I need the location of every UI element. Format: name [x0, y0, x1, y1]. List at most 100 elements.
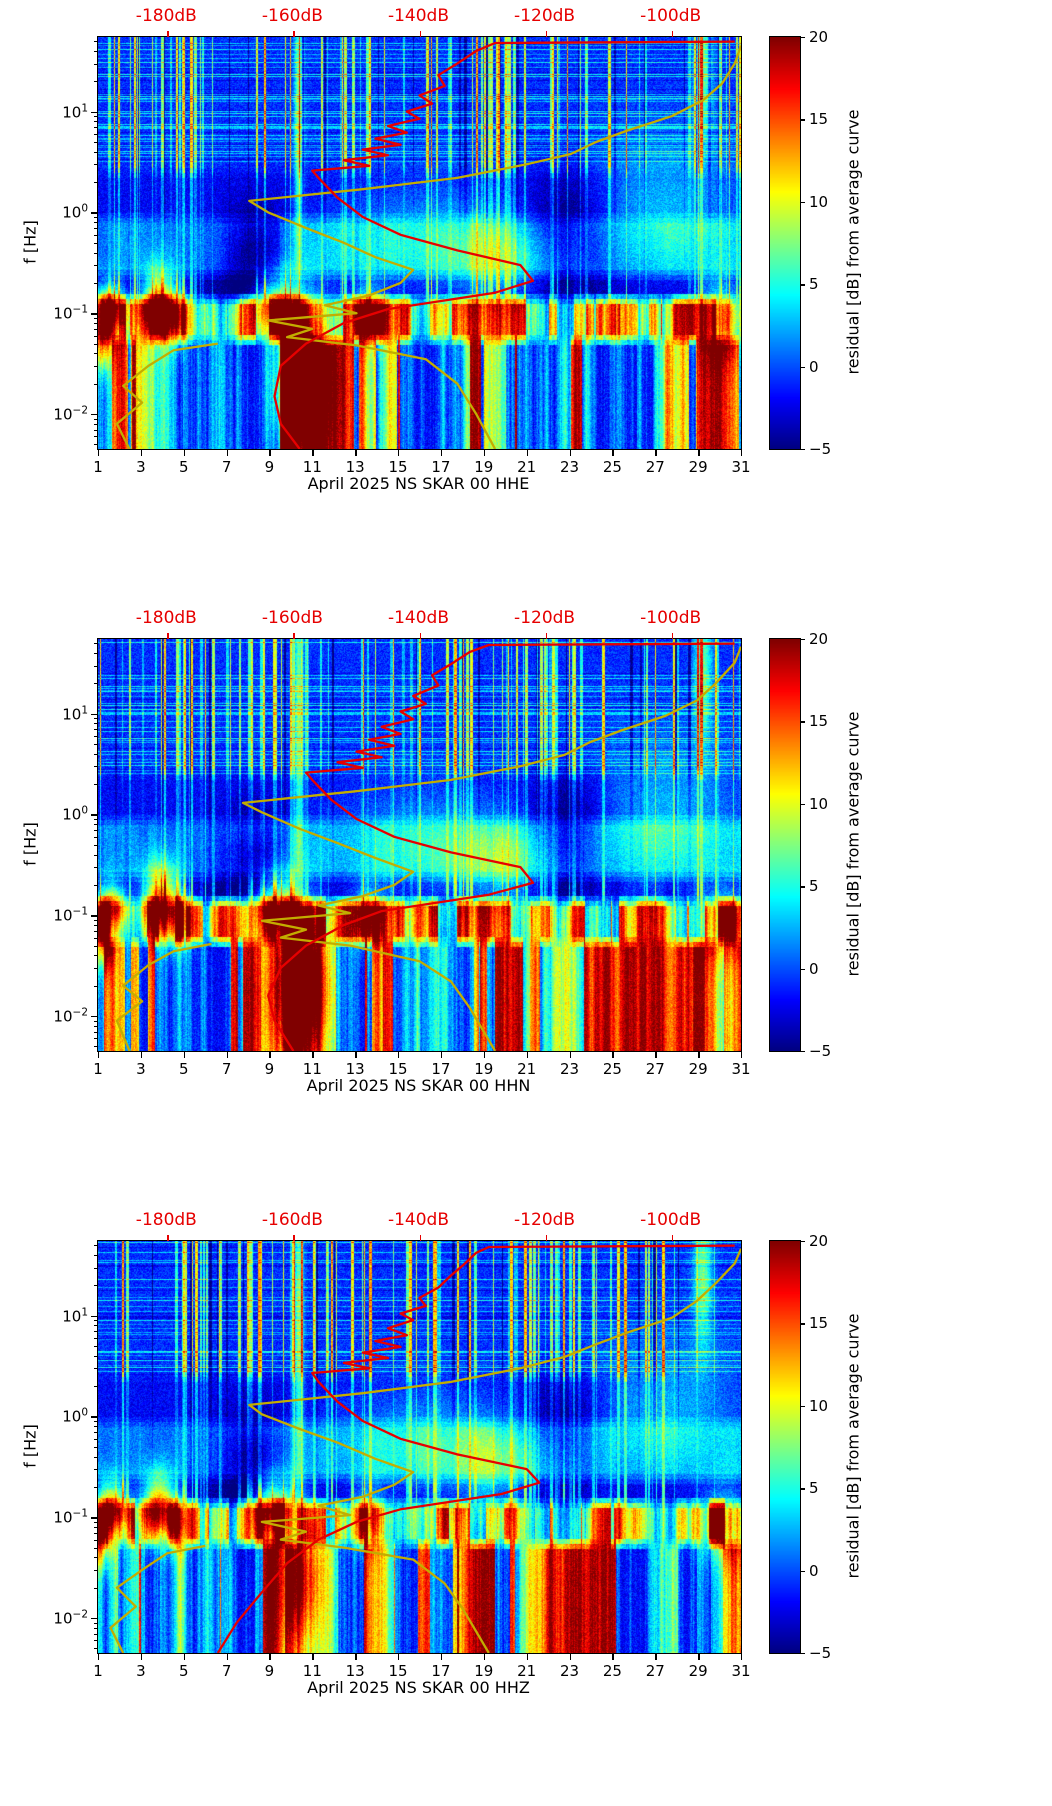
- y-minor-tick: [94, 1031, 98, 1033]
- x-tick-label: 19: [474, 1060, 494, 1078]
- x-tick-label: 27: [645, 1662, 665, 1680]
- top-axis-tick: [293, 31, 295, 37]
- y-tick-label: 10−1: [53, 304, 88, 323]
- y-tick-exponent: 1: [81, 704, 88, 717]
- spectrogram-heatmap-canvas: [98, 37, 741, 449]
- y-minor-tick: [94, 1627, 98, 1629]
- y-minor-tick: [94, 1285, 98, 1287]
- colorbar-tick: [800, 968, 805, 970]
- x-tick-label: 1: [93, 1662, 103, 1680]
- y-minor-tick: [94, 1539, 98, 1541]
- y-tick-label: 10−1: [53, 906, 88, 925]
- y-minor-tick: [94, 1622, 98, 1624]
- x-tick-label: 23: [559, 458, 580, 476]
- y-minor-tick: [94, 1331, 98, 1333]
- y-minor-tick: [94, 683, 98, 685]
- x-tick-label: 3: [136, 1662, 146, 1680]
- x-tick: [183, 449, 186, 456]
- y-tick-mantissa: 10: [62, 1407, 82, 1426]
- y-minor-tick: [94, 335, 98, 337]
- top-axis-tick: [545, 31, 548, 37]
- y-tick-label: 100: [62, 203, 88, 222]
- y-minor-tick: [94, 353, 98, 355]
- y-minor-tick: [94, 652, 98, 654]
- top-axis-tick: [545, 633, 548, 639]
- y-axis-label: f [Hz]: [20, 1424, 40, 1468]
- top-axis-tick-label: -160dB: [261, 6, 323, 26]
- x-tick: [98, 1653, 100, 1660]
- x-tick: [741, 1653, 743, 1660]
- colorbar-gradient-canvas: [770, 639, 800, 1051]
- top-axis-tick: [671, 633, 674, 639]
- spectrogram-plot: 1 3 5 7 9 11 13 15 17 19 21 23 25 27 29 31 101 100 10−1 10−…: [53, 633, 751, 1078]
- x-tick-label: 15: [388, 1662, 408, 1680]
- y-minor-tick: [94, 1456, 98, 1458]
- y-minor-tick: [94, 937, 98, 939]
- x-tick: [741, 1051, 743, 1058]
- yellow-mode-curve: [248, 1248, 741, 1653]
- red-psd-curve: [273, 40, 735, 449]
- top-db-axis: -180dB -160dB -140dB -120dB -100dB: [97, 1210, 740, 1234]
- x-tick: [98, 1051, 100, 1058]
- x-tick: [398, 1653, 400, 1660]
- colorbar-tick-label: 10: [809, 192, 829, 211]
- red-psd-curve: [216, 1244, 735, 1653]
- psd-curve-overlay: [115, 642, 741, 1051]
- x-tick-label: 1: [93, 1060, 103, 1078]
- top-axis-tick: [545, 1235, 548, 1241]
- y-tick-mantissa: 10: [62, 1307, 82, 1326]
- x-tick-label: 9: [264, 1662, 275, 1680]
- x-tick: [526, 1653, 529, 1660]
- y-minor-tick: [94, 127, 98, 129]
- top-axis-tick: [419, 633, 421, 639]
- spectrogram-plot: 1 3 5 7 9 11 13 15 17 19 21 23 25 27 29 31 101 100 10−1 10−…: [53, 1235, 751, 1680]
- colorbar-tick-label: 20: [809, 1232, 829, 1250]
- y-tick: [91, 111, 98, 114]
- top-axis-tick-label: -120dB: [514, 608, 576, 628]
- spectrogram-panel-hhe: -180dB -160dB -140dB -120dB -100dB 1 3 5 7 9 11 13…: [0, 0, 1052, 602]
- x-tick: [655, 1653, 657, 1660]
- y-tick: [91, 1618, 98, 1620]
- x-tick-label: 23: [559, 1060, 580, 1078]
- y-minor-tick: [94, 63, 98, 65]
- x-tick-label: 7: [221, 1662, 232, 1680]
- y-minor-tick: [94, 133, 98, 135]
- y-minor-tick: [94, 930, 98, 932]
- y-minor-tick: [94, 1025, 98, 1027]
- y-minor-tick: [94, 217, 98, 219]
- y-minor-tick: [94, 1320, 98, 1322]
- colorbar-label: residual [dB] from average curve: [843, 109, 863, 375]
- colorbar-label: residual [dB] from average curve: [843, 1313, 863, 1579]
- top-axis-tick-label: -100dB: [640, 6, 702, 26]
- y-tick-label: 100: [62, 805, 88, 824]
- x-tick-label: 7: [221, 1060, 232, 1078]
- y-minor-tick: [94, 164, 98, 166]
- y-tick-mantissa: 10: [53, 1508, 73, 1527]
- x-tick-label: 9: [264, 1060, 275, 1078]
- x-tick-label: 25: [602, 458, 622, 476]
- x-tick-label: 31: [731, 1662, 751, 1680]
- x-tick: [569, 1051, 571, 1058]
- x-tick: [226, 1051, 228, 1058]
- x-tick: [269, 1653, 271, 1660]
- x-tick-label: 21: [517, 1060, 537, 1078]
- y-minor-tick: [94, 1368, 98, 1370]
- y-minor-tick: [94, 1486, 98, 1488]
- colorbar: 20 15 10 5 0 −5: [769, 630, 831, 1060]
- x-tick: [398, 449, 400, 456]
- x-tick-label: 29: [688, 1060, 708, 1078]
- y-tick-exponent: −1: [72, 303, 88, 316]
- x-tick-label: 3: [136, 458, 146, 476]
- y-minor-tick: [94, 1633, 98, 1635]
- y-tick: [91, 713, 98, 716]
- y-tick: [91, 814, 98, 816]
- x-tick: [483, 1051, 486, 1058]
- x-tick: [569, 1653, 571, 1660]
- colorbar-tick-label: −5: [809, 1042, 832, 1060]
- y-tick-label: 10−2: [53, 1609, 88, 1628]
- x-tick: [569, 449, 571, 456]
- colorbar-tick-label: 15: [809, 712, 829, 731]
- y-minor-tick: [94, 444, 98, 446]
- y-axis-label: f [Hz]: [20, 220, 40, 264]
- x-tick: [269, 1051, 271, 1058]
